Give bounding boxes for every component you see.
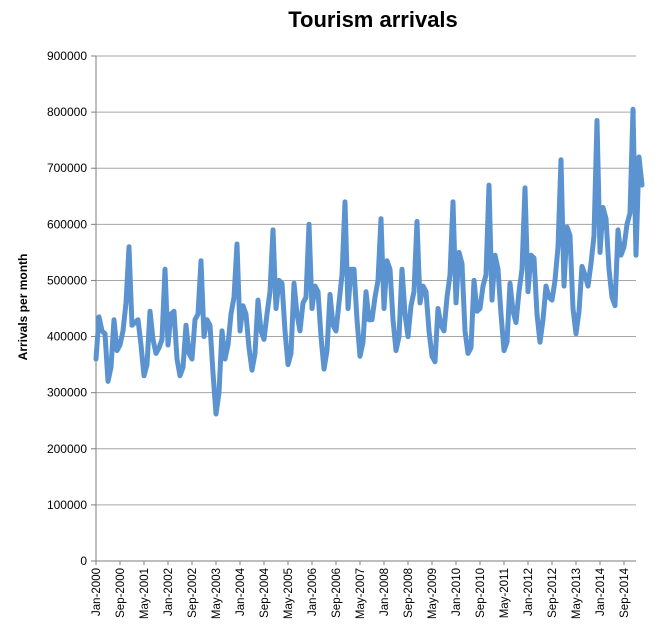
x-tick-label: Jan-2000 <box>91 568 103 616</box>
y-axis-ticks: 0 100000 200000 300000 400000 500000 600000 700… <box>47 49 96 568</box>
y-tick-label: 600000 <box>47 217 87 231</box>
x-tick-label: Sep-2014 <box>619 567 631 617</box>
x-tick-label: Sep-2000 <box>115 568 127 618</box>
x-tick-label: Sep-2006 <box>331 568 343 618</box>
y-tick-label: 700000 <box>47 161 87 175</box>
x-tick-label: May-2009 <box>427 568 439 619</box>
y-tick-label: 300000 <box>47 386 87 400</box>
x-tick-label: Jan-2002 <box>163 568 175 616</box>
x-tick-label: Jan-2008 <box>379 568 391 616</box>
x-tick-label: May-2007 <box>355 568 367 619</box>
x-tick-label: Jan-2004 <box>235 567 247 616</box>
x-axis-ticks: Jan-2000 Sep-2000 May-2001 Jan-2002 Sep-2002… <box>91 561 631 619</box>
series-line <box>93 106 645 417</box>
y-axis-label: Arrivals per month <box>16 254 30 361</box>
x-tick-label: Jan-2006 <box>307 568 319 616</box>
y-tick-label: 200000 <box>47 442 87 456</box>
y-tick-label: 900000 <box>47 49 87 63</box>
y-tick-label: 100000 <box>47 498 87 512</box>
x-tick-label: May-2011 <box>499 568 511 618</box>
x-tick-label: Sep-2010 <box>475 568 487 618</box>
y-tick-label: 500000 <box>47 273 87 287</box>
x-tick-label: Jan-2014 <box>595 567 607 616</box>
x-tick-label: Sep-2012 <box>547 568 559 618</box>
x-tick-label: May-2001 <box>139 568 151 619</box>
x-tick-label: Sep-2002 <box>187 568 199 618</box>
x-tick-label: May-2013 <box>571 568 583 619</box>
chart-title: Tourism arrivals <box>288 7 458 32</box>
y-tick-label: 800000 <box>47 105 87 119</box>
y-tick-label: 0 <box>80 554 87 568</box>
x-tick-label: May-2003 <box>211 568 223 619</box>
x-tick-label: Jan-2010 <box>451 568 463 616</box>
x-tick-label: Sep-2004 <box>259 567 271 617</box>
x-tick-label: Sep-2008 <box>403 568 415 618</box>
axes <box>95 56 636 562</box>
y-tick-label: 400000 <box>47 330 87 344</box>
x-tick-label: Jan-2012 <box>523 568 535 616</box>
x-tick-label: May-2005 <box>283 568 295 619</box>
